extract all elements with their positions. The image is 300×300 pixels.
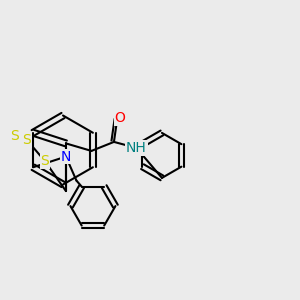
Text: NH: NH [126, 141, 147, 155]
Text: N: N [61, 150, 71, 164]
Text: S: S [40, 154, 49, 168]
Text: S: S [11, 129, 19, 142]
Text: S: S [22, 133, 31, 147]
Text: O: O [115, 111, 125, 125]
